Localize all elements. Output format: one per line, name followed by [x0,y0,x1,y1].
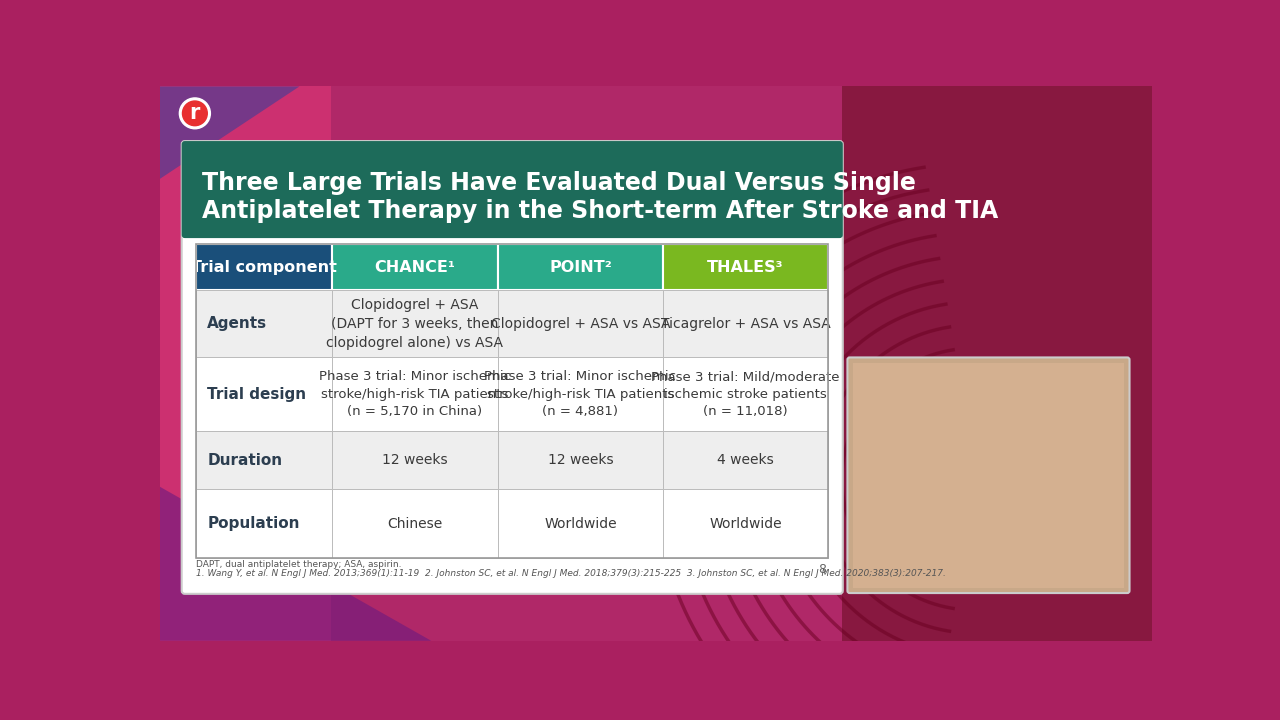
Bar [498,431,663,490]
FancyBboxPatch shape [182,141,842,238]
Text: 12 weeks: 12 weeks [548,453,613,467]
Bar [196,431,333,490]
Text: Trial component: Trial component [192,259,337,274]
Text: Chinese: Chinese [388,517,443,531]
Bar [663,244,828,290]
FancyBboxPatch shape [182,141,842,594]
Text: Worldwide: Worldwide [709,517,782,531]
Bar [498,244,663,290]
Bar [663,357,828,431]
Bar [184,144,840,189]
Polygon shape [160,86,300,179]
Bar [196,244,333,290]
Text: Clopidogrel + ASA vs ASA: Clopidogrel + ASA vs ASA [490,317,671,330]
Text: Phase 3 trial: Minor ischemic
stroke/high-risk TIA patients
(n = 5,170 in China): Phase 3 trial: Minor ischemic stroke/hig… [319,370,511,418]
Bar [196,490,333,559]
Text: Phase 3 trial: Mild/moderate
ischemic stroke patients
(n = 11,018): Phase 3 trial: Mild/moderate ischemic st… [652,370,840,418]
Bar [498,290,663,357]
Bar [333,431,498,490]
Text: Worldwide: Worldwide [544,517,617,531]
Text: Phase 3 trial: Minor ischemic
stroke/high-risk TIA patients
(n = 4,881): Phase 3 trial: Minor ischemic stroke/hig… [484,370,676,418]
Bar [333,490,498,559]
Bar [196,244,828,559]
Text: DAPT, dual antiplatelet therapy; ASA, aspirin.: DAPT, dual antiplatelet therapy; ASA, as… [196,560,401,569]
Polygon shape [160,487,431,641]
Bar [184,189,840,235]
Bar [196,290,333,357]
Circle shape [179,98,210,129]
Bar [663,431,828,490]
Text: Three Large Trials Have Evaluated Dual Versus Single: Three Large Trials Have Evaluated Dual V… [202,171,915,195]
Polygon shape [842,86,1152,641]
Text: r: r [189,104,200,123]
Bar [333,244,498,290]
Text: 1. Wang Y, et al. N Engl J Med. 2013;369(1):11-19  2. Johnston SC, et al. N Engl: 1. Wang Y, et al. N Engl J Med. 2013;369… [196,569,946,577]
Text: Ticagrelor + ASA vs ASA: Ticagrelor + ASA vs ASA [660,317,831,330]
Text: 8: 8 [818,563,826,576]
Bar [498,490,663,559]
Bar [498,357,663,431]
Text: Population: Population [207,516,300,531]
Text: CHANCE¹: CHANCE¹ [375,259,456,274]
Text: Duration: Duration [207,453,283,468]
Text: Agents: Agents [207,316,268,331]
Text: Antiplatelet Therapy in the Short-term After Stroke and TIA: Antiplatelet Therapy in the Short-term A… [202,199,998,223]
Text: 12 weeks: 12 weeks [383,453,448,467]
Circle shape [183,101,207,126]
Text: Clopidogrel + ASA
(DAPT for 3 weeks, then
clopidogrel alone) vs ASA: Clopidogrel + ASA (DAPT for 3 weeks, the… [326,297,503,349]
Polygon shape [160,86,330,641]
Text: POINT²: POINT² [549,259,612,274]
Bar [663,290,828,357]
Bar [852,363,1124,588]
Bar [196,357,333,431]
Text: Trial design: Trial design [207,387,306,402]
FancyBboxPatch shape [847,357,1129,593]
Bar [333,357,498,431]
Bar [663,490,828,559]
Bar [333,290,498,357]
Text: THALES³: THALES³ [708,259,783,274]
Text: 4 weeks: 4 weeks [717,453,774,467]
